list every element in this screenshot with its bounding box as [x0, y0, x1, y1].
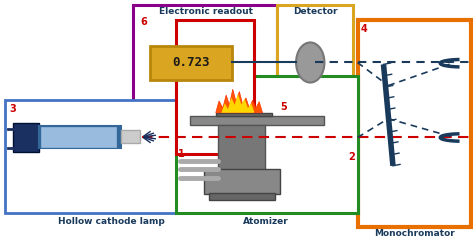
- Text: 5: 5: [281, 102, 287, 112]
- Bar: [175, 76, 357, 213]
- Text: 3: 3: [9, 104, 16, 114]
- Text: Monochromator: Monochromator: [374, 228, 455, 238]
- Ellipse shape: [296, 43, 324, 82]
- Text: 6: 6: [140, 17, 147, 27]
- Bar: [357, 20, 471, 227]
- Bar: [277, 5, 353, 112]
- Bar: [175, 20, 254, 154]
- Text: 1: 1: [178, 149, 185, 159]
- Polygon shape: [216, 89, 263, 113]
- Bar: [12, 123, 38, 152]
- Bar: [216, 113, 273, 116]
- Text: 4: 4: [361, 24, 367, 34]
- Bar: [121, 130, 140, 143]
- Bar: [38, 126, 121, 148]
- Text: 2: 2: [348, 152, 355, 162]
- Bar: [133, 5, 277, 112]
- Bar: [218, 125, 265, 173]
- Text: 0.723: 0.723: [172, 56, 210, 69]
- Bar: [204, 169, 280, 194]
- Polygon shape: [221, 94, 255, 113]
- Bar: [190, 116, 324, 125]
- Text: Atomizer: Atomizer: [243, 217, 288, 226]
- Text: Electronic readout: Electronic readout: [159, 7, 253, 16]
- Text: Detector: Detector: [293, 7, 337, 16]
- Bar: [41, 127, 117, 147]
- Text: Hollow cathode lamp: Hollow cathode lamp: [58, 217, 165, 226]
- Bar: [150, 45, 232, 80]
- Bar: [5, 100, 218, 213]
- Bar: [209, 193, 275, 200]
